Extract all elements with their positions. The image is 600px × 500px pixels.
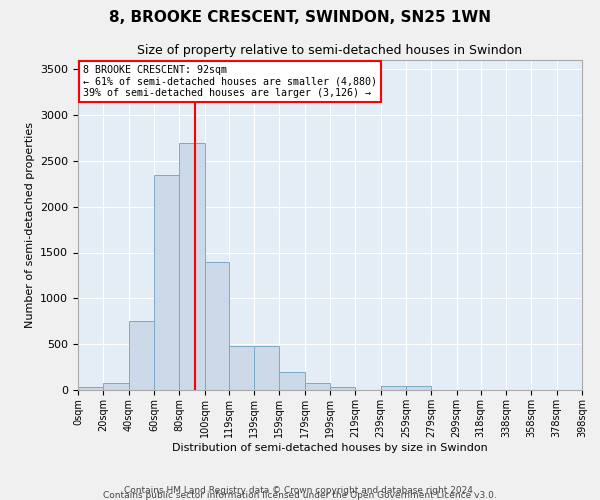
Text: Contains HM Land Registry data © Crown copyright and database right 2024.: Contains HM Land Registry data © Crown c… bbox=[124, 486, 476, 495]
Bar bbox=[280, 372, 305, 390]
Title: Size of property relative to semi-detached houses in Swindon: Size of property relative to semi-detach… bbox=[137, 44, 523, 58]
Bar bbox=[229, 346, 254, 390]
Text: 8 BROOKE CRESCENT: 92sqm
← 61% of semi-detached houses are smaller (4,880)
39% o: 8 BROOKE CRESCENT: 92sqm ← 61% of semi-d… bbox=[83, 65, 377, 98]
Bar bbox=[305, 382, 330, 390]
Text: Contains public sector information licensed under the Open Government Licence v3: Contains public sector information licen… bbox=[103, 490, 497, 500]
Bar bbox=[103, 382, 128, 390]
Text: 8, BROOKE CRESCENT, SWINDON, SN25 1WN: 8, BROOKE CRESCENT, SWINDON, SN25 1WN bbox=[109, 10, 491, 25]
X-axis label: Distribution of semi-detached houses by size in Swindon: Distribution of semi-detached houses by … bbox=[172, 442, 488, 452]
Bar bbox=[254, 346, 280, 390]
Bar bbox=[154, 174, 179, 390]
Bar bbox=[78, 387, 103, 390]
Bar bbox=[406, 386, 431, 390]
Bar bbox=[179, 142, 205, 390]
Y-axis label: Number of semi-detached properties: Number of semi-detached properties bbox=[25, 122, 35, 328]
Bar bbox=[205, 262, 229, 390]
Bar bbox=[128, 322, 154, 390]
Bar bbox=[380, 386, 406, 390]
Bar bbox=[330, 387, 355, 390]
